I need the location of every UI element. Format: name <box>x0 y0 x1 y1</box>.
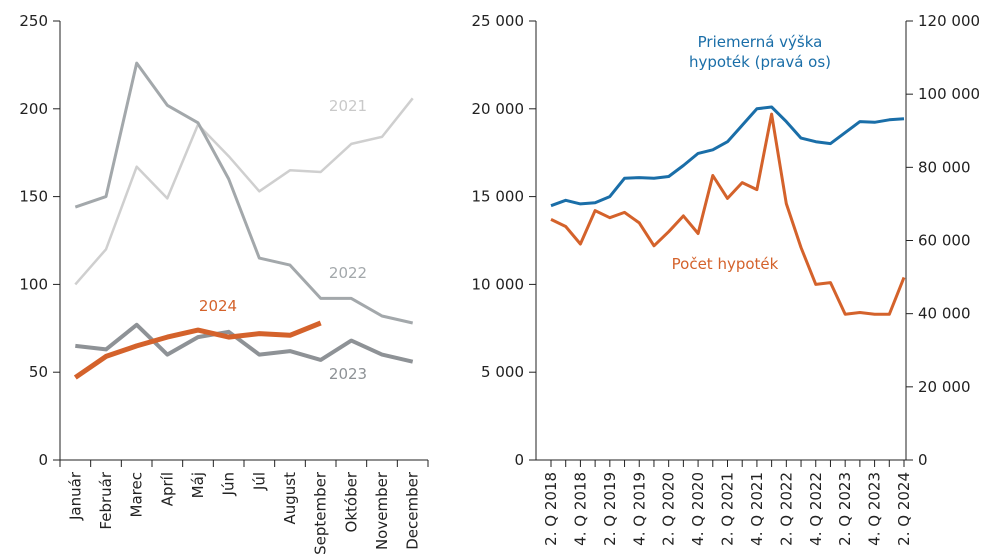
series-line <box>75 322 414 364</box>
x-tick-label: 2. Q 2019 <box>601 472 619 546</box>
x-tick-label: 2. Q 2022 <box>777 472 795 546</box>
y-tick-label: 0 <box>514 451 524 469</box>
series-label: Počet hypoték <box>671 255 779 273</box>
series-line <box>74 97 414 286</box>
series-line <box>550 105 905 208</box>
x-tick-label: Apríl <box>158 472 176 506</box>
x-tick-label: Marec <box>128 472 146 517</box>
x-tick-label: 4. Q 2022 <box>807 472 825 546</box>
x-tick-label: Júl <box>250 472 268 491</box>
y-tick-label: 5 000 <box>481 363 524 381</box>
x-tick-label: Február <box>97 471 115 529</box>
y-tick-label: 150 <box>19 188 48 206</box>
x-tick-label: September <box>312 471 330 555</box>
x-tick-label: 4. Q 2020 <box>689 472 707 546</box>
x-tick-label: 4. Q 2021 <box>748 472 766 546</box>
series-label: Priemerná výška hypoték (pravá os) <box>688 33 832 71</box>
x-tick-label: Máj <box>189 472 207 498</box>
y-tick-label: 25 000 <box>472 12 525 30</box>
x-tick-label: August <box>281 472 299 525</box>
y-tick-label: 200 <box>19 100 48 118</box>
y-tick-label: 15 000 <box>472 188 525 206</box>
y-tick-label: 20 000 <box>472 100 525 118</box>
x-tick-label: 2. Q 2024 <box>895 472 913 546</box>
x-tick-label: 4. Q 2019 <box>630 472 648 546</box>
y-tick-label: 10 000 <box>472 275 525 293</box>
y2-tick-label: 40 000 <box>918 305 971 323</box>
y2-tick-label: 100 000 <box>918 85 980 103</box>
series-label: 2021 <box>328 97 368 115</box>
x-tick-label: 4. Q 2023 <box>866 472 884 546</box>
x-tick-label: December <box>404 471 422 550</box>
series-line <box>74 61 414 325</box>
series-label: 2022 <box>328 264 368 282</box>
series-line <box>73 320 322 380</box>
x-tick-label: 2. Q 2020 <box>660 472 678 546</box>
y-tick-label: 50 <box>29 363 48 381</box>
series-label: 2023 <box>328 365 368 383</box>
x-tick-label: 2. Q 2023 <box>836 472 854 546</box>
series-line <box>550 112 906 316</box>
series-label: 2024 <box>198 297 238 315</box>
y-tick-label: 250 <box>19 12 48 30</box>
x-tick-label: Jún <box>220 472 238 496</box>
y2-tick-label: 20 000 <box>918 378 971 396</box>
x-tick-label: 2. Q 2021 <box>719 472 737 546</box>
x-tick-label: Január <box>66 471 84 521</box>
x-tick-label: 2. Q 2018 <box>542 472 560 546</box>
y2-tick-label: 60 000 <box>918 232 971 250</box>
x-tick-label: November <box>373 471 391 550</box>
x-tick-label: Október <box>342 471 360 532</box>
y2-tick-label: 120 000 <box>918 12 980 30</box>
y2-tick-label: 80 000 <box>918 158 971 176</box>
y-tick-label: 100 <box>19 275 48 293</box>
y-tick-label: 0 <box>38 451 48 469</box>
y2-tick-label: 0 <box>918 451 928 469</box>
x-tick-label: 4. Q 2018 <box>571 472 589 546</box>
